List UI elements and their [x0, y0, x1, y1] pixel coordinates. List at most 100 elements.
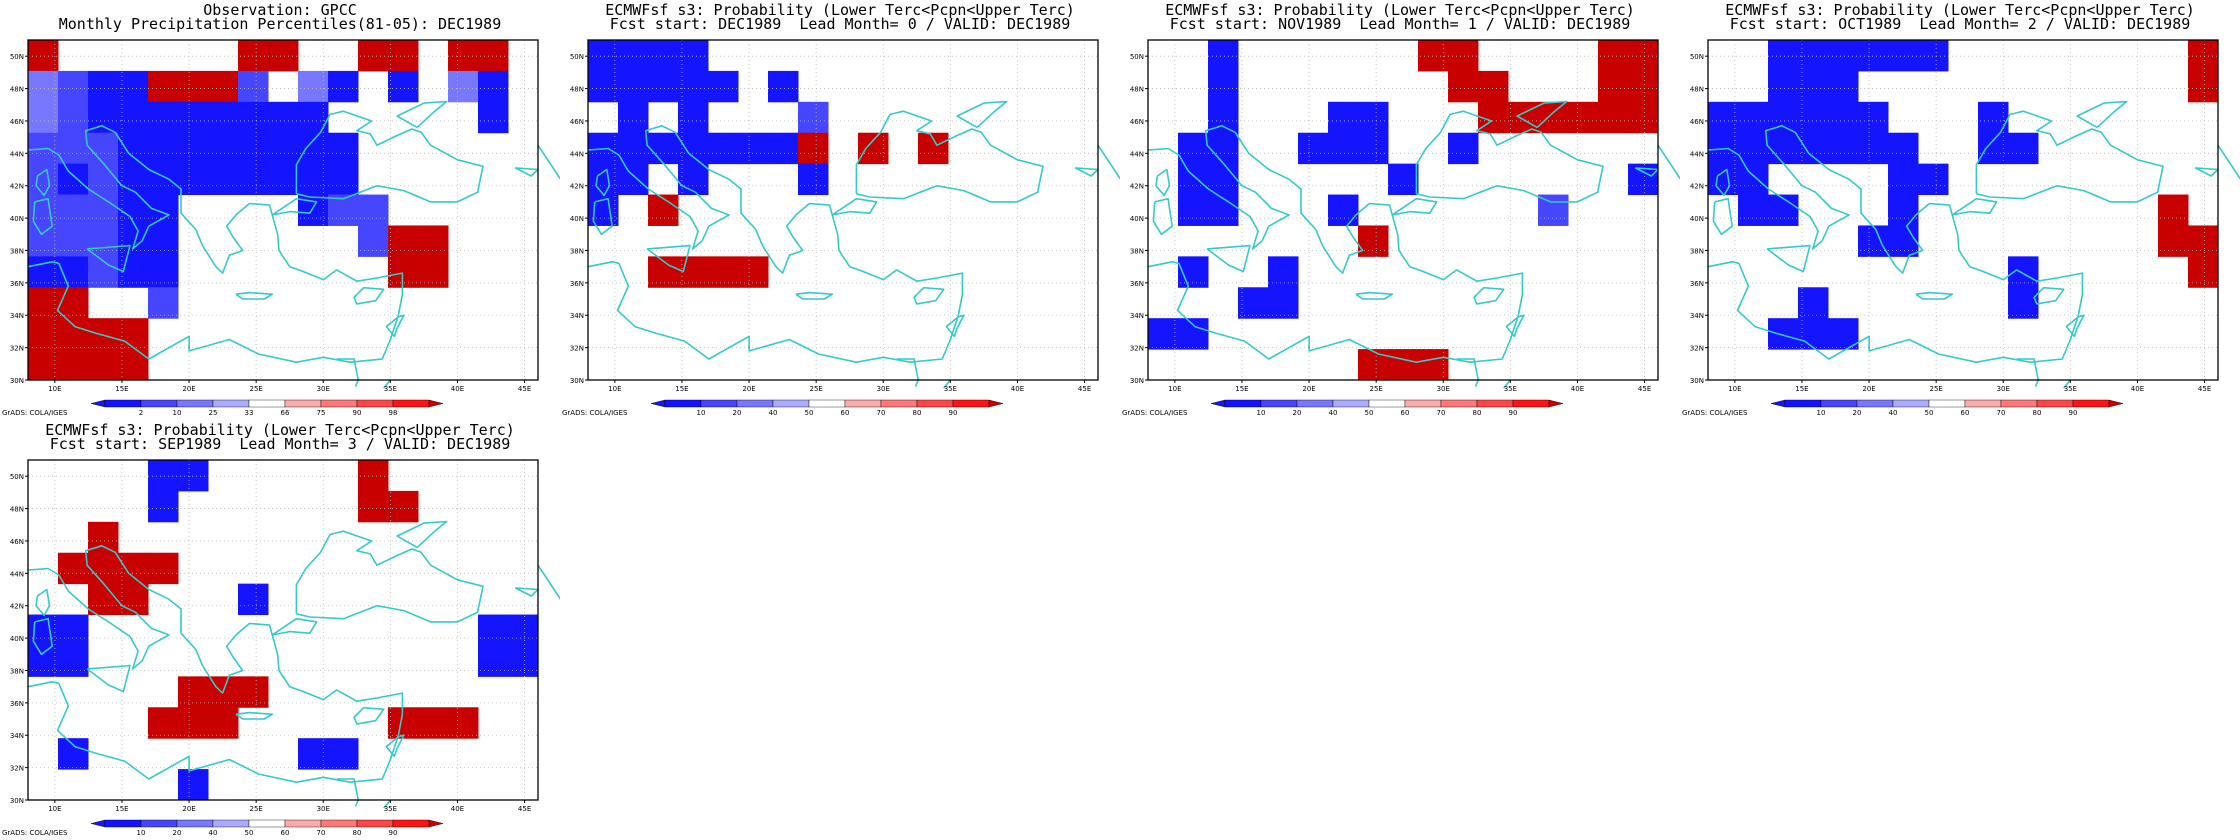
grid-cell [648, 194, 679, 226]
grid-cell [1268, 287, 1299, 319]
colorbar-label: 98 [389, 409, 398, 417]
grid-cell [1628, 70, 1659, 103]
grid-cell [448, 70, 479, 103]
lon-tick-label: 15E [115, 805, 128, 813]
colorbar-swatch [1404, 399, 1442, 408]
lat-tick-label: 42N [570, 183, 584, 191]
coastline [1715, 168, 1731, 197]
lon-tick-label: 15E [1235, 385, 1248, 393]
grid-cell [618, 101, 649, 134]
grid-cell [268, 101, 299, 134]
lat-tick-label: 50N [10, 53, 24, 61]
grid-cell [208, 707, 239, 739]
coastline [35, 588, 51, 617]
coastline [2033, 286, 2065, 305]
grid-cell [708, 70, 739, 103]
colorbar-arrow-low [90, 399, 106, 408]
lat-tick-label: 30N [10, 377, 24, 385]
colorbar-label: 50 [1925, 409, 1934, 417]
grid-cell [678, 256, 709, 288]
grid-cell [1568, 101, 1599, 134]
grid-cell [28, 318, 59, 350]
grid-cell [118, 256, 149, 288]
grid-cell [178, 132, 209, 165]
lon-tick-label: 35E [944, 385, 957, 393]
grid-cell [58, 614, 89, 646]
colorbar-swatch [844, 399, 882, 408]
colorbar-arrow-low [1210, 399, 1226, 408]
grid-cell [1388, 349, 1419, 381]
colorbar-swatch [952, 399, 990, 408]
colorbar-label: 60 [281, 829, 290, 837]
coastline [1074, 167, 1099, 177]
colorbar-swatch [1928, 399, 1966, 408]
grid-cell [88, 70, 119, 103]
coastline [1503, 379, 1512, 389]
colorbar-label: 70 [1437, 409, 1446, 417]
lon-tick-label: 25E [809, 385, 822, 393]
colorbar-label: 70 [877, 409, 886, 417]
grid-cell [148, 707, 179, 739]
coastlines [587, 100, 1120, 389]
grid-cell [328, 163, 359, 196]
colorbar-label: 90 [2069, 409, 2078, 417]
grid-cell [148, 163, 179, 196]
grid-cell [2008, 287, 2039, 319]
gridlines [28, 40, 538, 380]
map-panel-lead0: ECMWFsf s3: Probability (Lower Terc<Pcpn… [560, 0, 1120, 420]
shaded-cells [28, 40, 509, 381]
grid-cell [148, 552, 179, 585]
grid-cell [208, 132, 239, 165]
grid-cell [1358, 132, 1389, 165]
grid-cell [298, 132, 329, 165]
lon-tick-label: 25E [1929, 385, 1942, 393]
grid-cell [618, 132, 649, 165]
grid-cell [148, 256, 179, 288]
coastline [896, 358, 920, 387]
colorbar-swatch [700, 399, 738, 408]
grid-cell [2188, 225, 2219, 257]
grid-cell [448, 707, 479, 739]
grid-cell [28, 287, 59, 319]
grid-cell [1178, 163, 1209, 196]
grid-cell [798, 101, 829, 134]
colorbar-arrow-high [428, 819, 444, 828]
grid-cell [1388, 163, 1419, 196]
colorbar-swatch [212, 399, 250, 408]
lon-tick-label: 35E [384, 385, 397, 393]
colorbar-label: 80 [353, 829, 362, 837]
panel-title-line1: ECMWFsf s3: Probability (Lower Terc<Pcpn… [605, 1, 1075, 19]
colorbar-arrow-high [428, 399, 444, 408]
lat-tick-label: 36N [1130, 280, 1144, 288]
grid-cell [478, 101, 509, 134]
lat-tick-label: 48N [10, 506, 24, 514]
grid-cell [178, 460, 209, 492]
grid-cell [88, 225, 119, 257]
grid-cell [148, 287, 179, 319]
grid-cell [358, 40, 389, 72]
grid-cell [918, 132, 949, 165]
grid-cell [118, 132, 149, 165]
lat-tick-label: 40N [570, 215, 584, 223]
grid-cell [678, 40, 709, 72]
colorbar-arrow-low [650, 399, 666, 408]
lat-tick-label: 40N [1690, 215, 1704, 223]
coastline [514, 167, 539, 177]
grid-cell [478, 70, 509, 103]
colorbar-label: 80 [913, 409, 922, 417]
lon-tick-label: 20E [742, 385, 755, 393]
lon-tick-label: 20E [182, 805, 195, 813]
grid-cell [448, 40, 479, 72]
lon-tick-label: 30E [317, 385, 330, 393]
panel-title-line1: ECMWFsf s3: Probability (Lower Terc<Pcpn… [45, 421, 515, 439]
colorbar-swatch [176, 399, 214, 408]
colorbar-swatch [664, 399, 702, 408]
grid-cell [1448, 40, 1479, 72]
lon-tick-label: 45E [518, 805, 531, 813]
coastline [956, 100, 1008, 129]
precipitation-map: 30N 32N 34N 36N 38N 40N 42N 44N 46N 48N 50N 10E 15E 2… [10, 39, 560, 417]
lon-tick-label: 40E [451, 805, 464, 813]
grid-cell [1768, 318, 1799, 350]
grid-cell [2158, 225, 2189, 257]
coastline [1456, 358, 1480, 387]
